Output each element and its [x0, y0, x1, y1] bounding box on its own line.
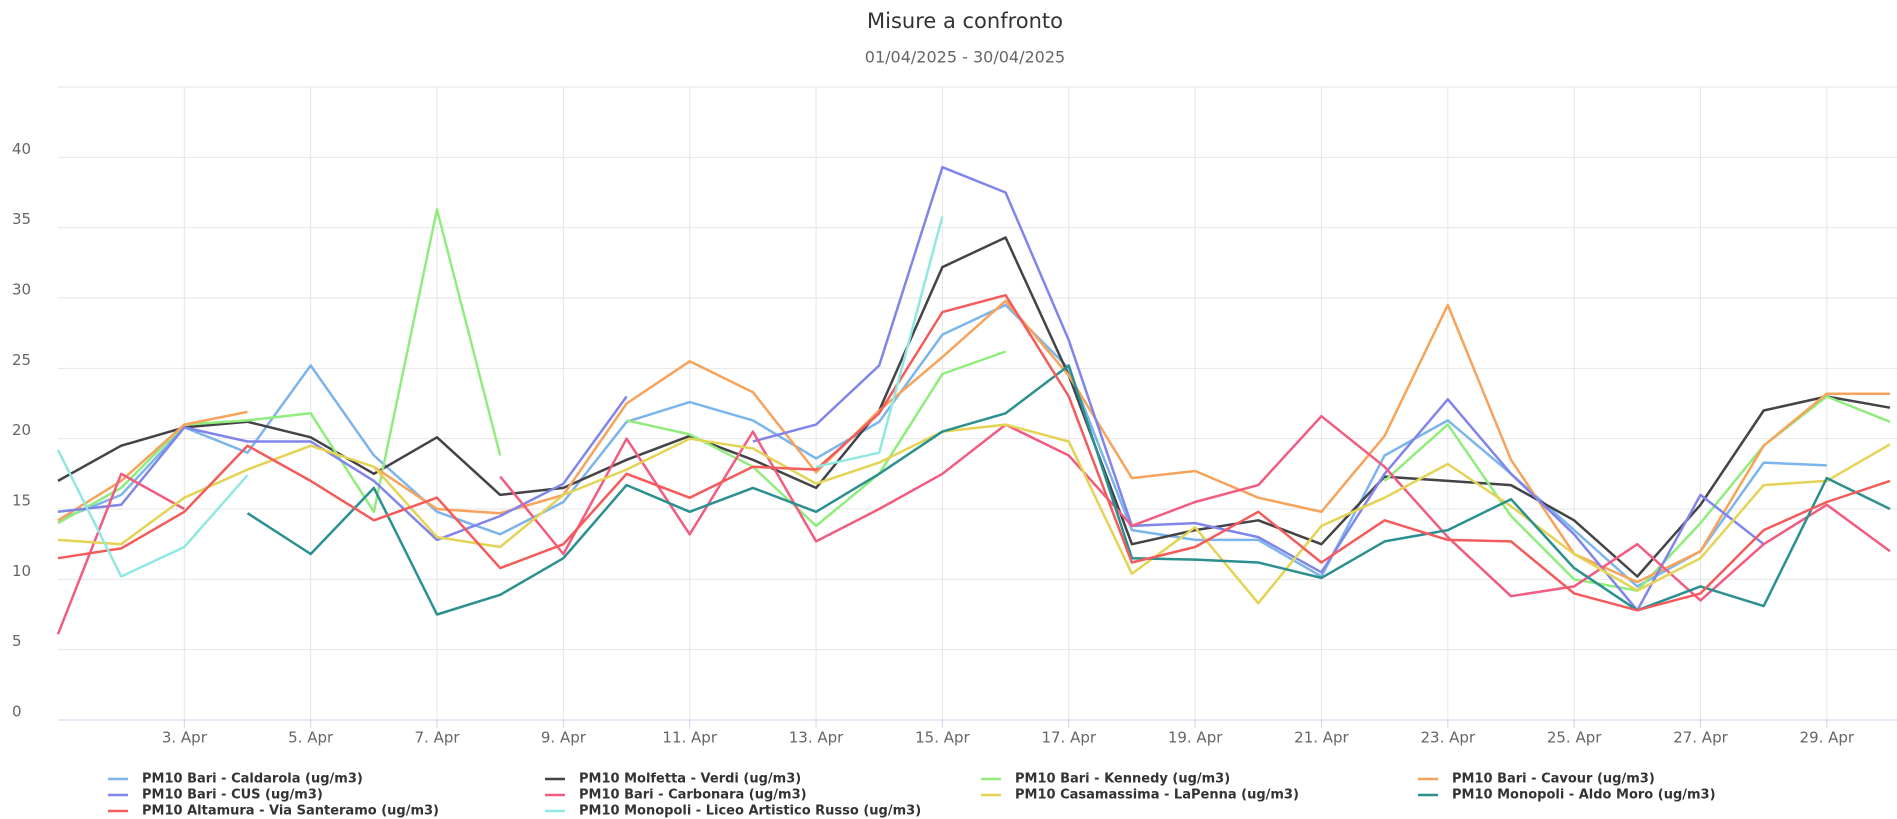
x-tick-label: 11. Apr: [662, 729, 717, 747]
legend-item[interactable]: PM10 Monopoli - Liceo Artistico Russo (u…: [545, 804, 921, 819]
legend-item[interactable]: PM10 Altamura - Via Santeramo (ug/m3): [108, 804, 439, 819]
legend-item[interactable]: PM10 Bari - Caldarola (ug/m3): [108, 772, 363, 787]
legend-item[interactable]: PM10 Bari - Cavour (ug/m3): [1418, 772, 1655, 787]
y-tick-label: 35: [12, 210, 31, 228]
x-tick-label: 15. Apr: [915, 729, 970, 747]
y-tick-label: 30: [12, 281, 31, 299]
chart-subtitle: 01/04/2025 - 30/04/2025: [865, 48, 1065, 67]
legend-item[interactable]: PM10 Molfetta - Verdi (ug/m3): [545, 772, 801, 787]
series-line: [57, 293, 1891, 612]
y-tick-label: 0: [12, 703, 22, 721]
x-tick-label: 27. Apr: [1673, 729, 1728, 747]
x-tick-label: 23. Apr: [1421, 729, 1476, 747]
series-line: [56, 216, 944, 578]
x-tick-label: 25. Apr: [1547, 729, 1602, 747]
legend-item[interactable]: PM10 Bari - Kennedy (ug/m3): [981, 772, 1230, 787]
series-line: [246, 364, 1891, 616]
legend-label: PM10 Casamassima - LaPenna (ug/m3): [1015, 788, 1299, 803]
legend-item[interactable]: PM10 Casamassima - LaPenna (ug/m3): [981, 788, 1299, 803]
legend-label: PM10 Monopoli - Aldo Moro (ug/m3): [1452, 788, 1716, 803]
legend-label: PM10 Molfetta - Verdi (ug/m3): [579, 772, 801, 787]
series-line: [57, 208, 1891, 592]
chart-title: Misure a confronto: [867, 9, 1063, 33]
legend-label: PM10 Bari - Cavour (ug/m3): [1452, 772, 1655, 787]
x-tick-label: 9. Apr: [541, 729, 587, 747]
legend-label: PM10 Bari - Kennedy (ug/m3): [1015, 772, 1230, 787]
legend-label: PM10 Bari - Caldarola (ug/m3): [142, 772, 363, 787]
series-line: [56, 414, 1891, 635]
legend-label: PM10 Bari - Carbonara (ug/m3): [579, 788, 807, 803]
x-tick-label: 13. Apr: [789, 729, 844, 747]
y-tick-label: 25: [12, 351, 31, 369]
x-tick-label: 17. Apr: [1041, 729, 1096, 747]
x-tick-label: 3. Apr: [162, 729, 208, 747]
y-tick-label: 20: [12, 421, 31, 439]
y-tick-label: 10: [12, 562, 31, 580]
legend-item[interactable]: PM10 Bari - Carbonara (ug/m3): [545, 788, 807, 803]
series-line: [57, 236, 1891, 578]
legend-label: PM10 Altamura - Via Santeramo (ug/m3): [142, 804, 439, 819]
series-line: [57, 299, 1890, 584]
x-tick-label: 29. Apr: [1800, 729, 1855, 747]
series-line: [57, 165, 1765, 612]
x-tick-label: 21. Apr: [1294, 729, 1349, 747]
y-tick-label: 5: [12, 632, 22, 650]
legend-label: PM10 Monopoli - Liceo Artistico Russo (u…: [579, 804, 921, 819]
x-tick-label: 19. Apr: [1168, 729, 1223, 747]
x-tick-label: 5. Apr: [288, 729, 334, 747]
x-tick-label: 7. Apr: [415, 729, 461, 747]
legend-item[interactable]: PM10 Bari - CUS (ug/m3): [108, 788, 323, 803]
legend-item[interactable]: PM10 Monopoli - Aldo Moro (ug/m3): [1418, 788, 1716, 803]
series-line: [57, 423, 1891, 605]
y-tick-label: 15: [12, 492, 31, 510]
legend-label: PM10 Bari - CUS (ug/m3): [142, 788, 323, 803]
y-tick-label: 40: [12, 140, 31, 158]
